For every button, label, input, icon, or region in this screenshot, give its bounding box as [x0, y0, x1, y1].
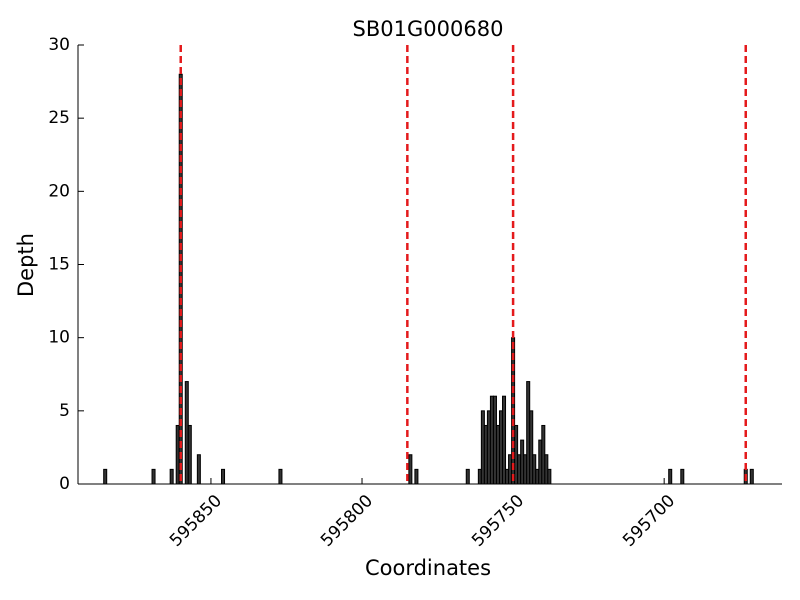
bar: [196, 454, 201, 485]
bar: [278, 468, 283, 485]
y-tick-label: 30: [48, 35, 70, 55]
y-tick-label: 10: [48, 328, 70, 348]
x-tick-label: 595850: [166, 491, 226, 551]
y-tick-label: 5: [59, 401, 70, 421]
bar: [414, 468, 419, 485]
y-axis-title: Depth: [14, 233, 38, 297]
chart-title: SB01G000680: [353, 17, 504, 41]
bar: [151, 468, 156, 485]
y-tick-label: 20: [48, 181, 70, 201]
bar: [221, 468, 226, 485]
x-axis-title: Coordinates: [365, 556, 491, 580]
bar: [169, 468, 174, 485]
bar: [680, 468, 685, 485]
x-tick-label: 595800: [317, 491, 377, 551]
y-tick-label: 25: [48, 108, 70, 128]
bar: [103, 468, 108, 485]
bar: [668, 468, 673, 485]
x-tick-label: 595750: [468, 491, 528, 551]
bar: [547, 468, 552, 485]
y-tick-label: 0: [59, 474, 70, 494]
bar: [502, 395, 507, 485]
bar: [529, 410, 534, 485]
bar: [465, 468, 470, 485]
bar: [408, 454, 413, 485]
bar: [187, 424, 192, 485]
x-tick-label: 595700: [619, 491, 679, 551]
bar: [749, 468, 754, 485]
y-tick-label: 15: [48, 255, 70, 275]
